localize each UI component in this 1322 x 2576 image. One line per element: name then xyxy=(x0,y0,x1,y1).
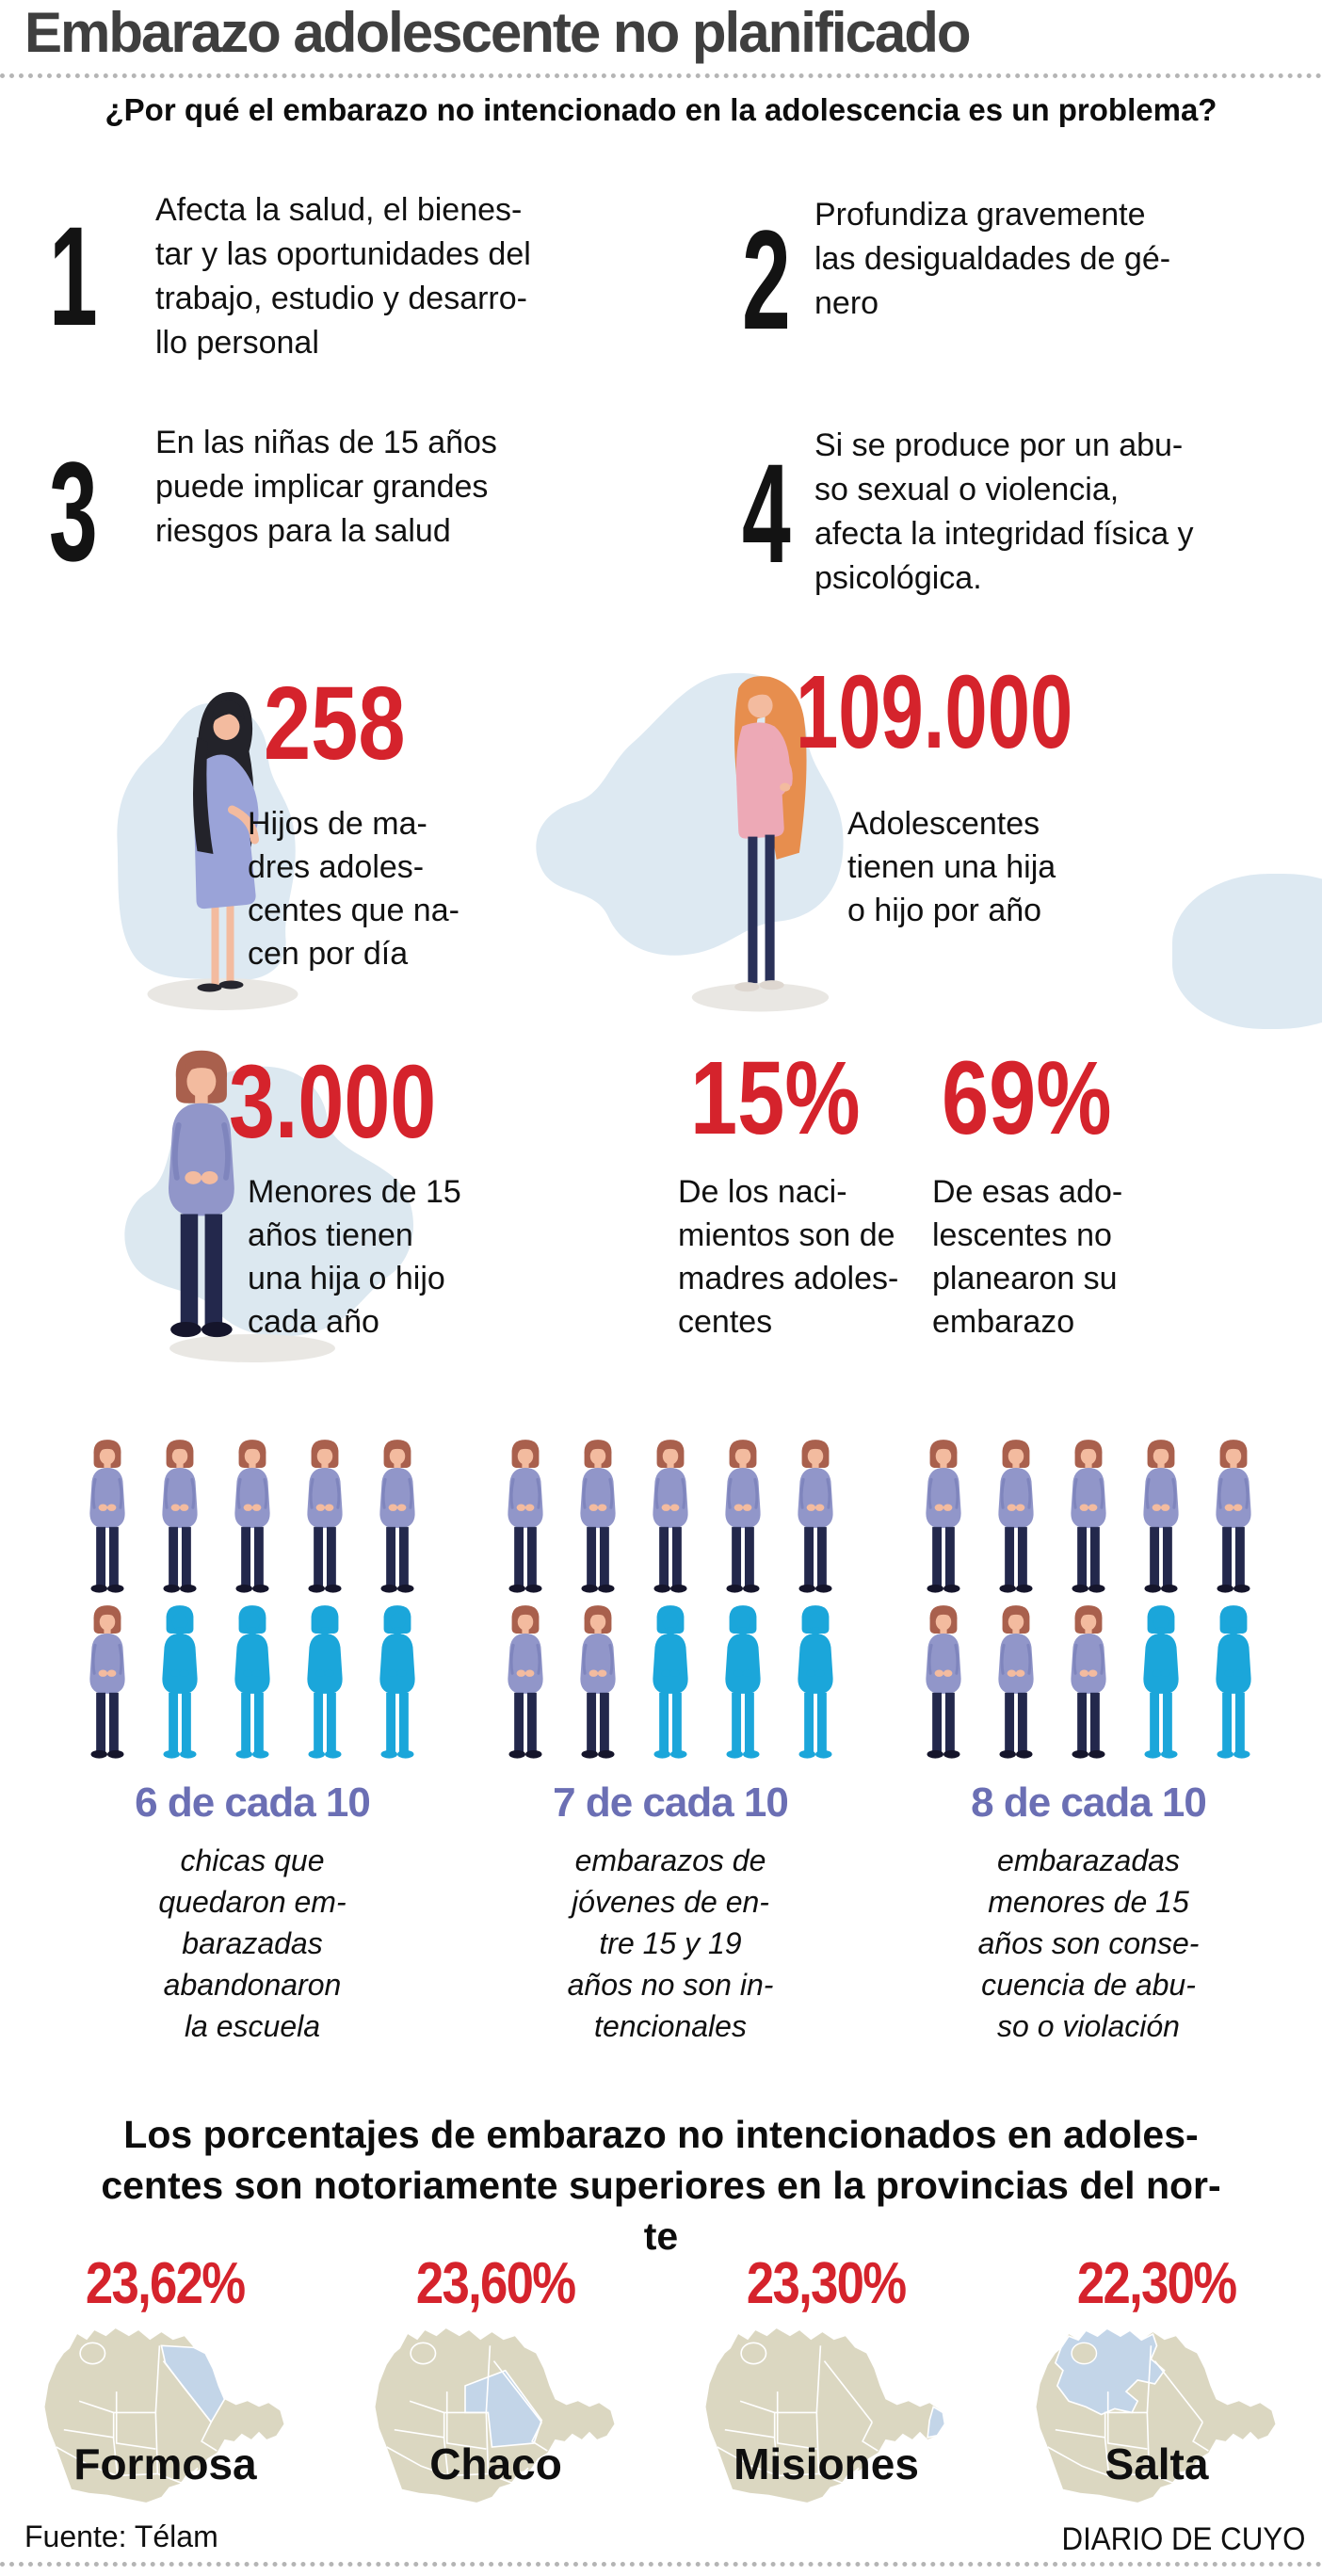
pictogram-group: 6 de cada 10 chicas que quedaron em- bar… xyxy=(66,1437,439,2047)
decorative-blob xyxy=(1172,874,1322,1029)
pregnant-woman-pictogram xyxy=(495,1602,556,1763)
reason-number: 2 xyxy=(742,201,791,359)
province-percentage: 22,30% xyxy=(1077,2251,1237,2316)
reason-text: En las niñas de 15 años puede implicar g… xyxy=(155,425,497,549)
pictogram-caption: embarazos de jóvenes de en- tre 15 y 19 … xyxy=(567,1843,774,2043)
pregnant-woman-pictogram xyxy=(913,1602,974,1763)
publisher-label: DIARIO DE CUYO xyxy=(1061,2521,1305,2557)
source-label: Fuente: Télam xyxy=(24,2520,218,2553)
map-salta xyxy=(1036,2327,1276,2503)
stat-caption: De esas ado- lescentes no planearon su e… xyxy=(932,1174,1123,1340)
pregnant-woman-silhouette xyxy=(1131,1602,1191,1763)
pregnant-woman-silhouette xyxy=(150,1602,210,1763)
pictogram-caption: chicas que quedaron em- barazadas abando… xyxy=(158,1843,347,2043)
pregnant-woman-long-dark-hair-illustration xyxy=(117,691,298,1010)
map-misiones xyxy=(705,2328,946,2503)
stat-value: 3.000 xyxy=(229,1044,437,1160)
pregnant-woman-silhouette xyxy=(295,1602,355,1763)
pregnant-woman-pictogram xyxy=(77,1602,137,1763)
pregnant-woman-pictogram xyxy=(568,1437,628,1597)
pregnant-woman-pictogram xyxy=(986,1602,1046,1763)
pregnant-woman-pictogram xyxy=(1058,1437,1119,1597)
stat-caption: De los naci- mientos son de madres adole… xyxy=(678,1174,899,1340)
pictogram-row xyxy=(495,1437,846,1597)
dotted-separator-top xyxy=(0,73,1322,78)
reason-text: Afecta la salud, el bienes- tar y las op… xyxy=(155,192,531,361)
pregnant-woman-pictogram xyxy=(222,1437,282,1597)
reason-text: Si se produce por un abu- so sexual o vi… xyxy=(814,427,1194,596)
stat-value: 258 xyxy=(264,666,406,781)
stat-value: 15% xyxy=(690,1040,861,1156)
stat-value: 69% xyxy=(942,1040,1112,1156)
pregnant-woman-silhouette xyxy=(640,1602,701,1763)
map-formosa xyxy=(44,2328,284,2503)
province-card: 23,30% Misiones xyxy=(661,2250,992,2508)
provinces-heading: Los porcentajes de embarazo no intencion… xyxy=(101,2113,1221,2258)
page-title: Embarazo adolescente no planificado xyxy=(24,1,972,64)
pictogram-row xyxy=(913,1437,1264,1597)
province-card: 23,60% Chaco xyxy=(330,2250,661,2508)
pregnant-woman-silhouette xyxy=(1203,1602,1264,1763)
pregnant-woman-pictogram xyxy=(713,1437,773,1597)
map-chaco xyxy=(375,2328,615,2503)
pregnant-woman-silhouette xyxy=(367,1602,427,1763)
stat-value: 109.000 xyxy=(796,654,1073,770)
reason-number: 3 xyxy=(49,432,98,590)
dotted-separator-bottom xyxy=(0,2562,1322,2567)
pregnant-woman-silhouette xyxy=(785,1602,846,1763)
pictogram-label: 7 de cada 10 xyxy=(553,1779,789,1826)
pregnant-woman-silhouette xyxy=(713,1602,773,1763)
pregnant-woman-pictogram xyxy=(77,1437,137,1597)
pregnant-woman-pictogram xyxy=(986,1437,1046,1597)
pregnant-woman-pictogram xyxy=(568,1602,628,1763)
pregnant-woman-short-hair-illustration xyxy=(124,1036,414,1362)
pregnant-woman-pictogram xyxy=(367,1437,427,1597)
pregnant-woman-pictogram xyxy=(1058,1602,1119,1763)
reason-number: 4 xyxy=(742,434,791,592)
stat-caption: Adolescentes tienen una hija o hijo por … xyxy=(847,806,1056,928)
pictogram-row xyxy=(913,1602,1264,1763)
province-percentage: 23,60% xyxy=(416,2251,576,2316)
pictogram-label: 6 de cada 10 xyxy=(135,1779,371,1826)
pictogram-row xyxy=(495,1602,846,1763)
pregnant-woman-pictogram xyxy=(495,1437,556,1597)
pregnant-woman-pictogram xyxy=(1203,1437,1264,1597)
pictogram-label: 8 de cada 10 xyxy=(971,1779,1207,1826)
province-name: Formosa xyxy=(73,2439,257,2488)
province-card: 22,30% Salta xyxy=(992,2250,1322,2508)
stat-caption: Hijos de ma- dres adoles- centes que na-… xyxy=(248,806,459,972)
pregnant-woman-orange-hair-illustration xyxy=(536,672,844,1012)
province-card: 23,62% Formosa xyxy=(0,2250,330,2508)
pregnant-woman-pictogram xyxy=(640,1437,701,1597)
pictogram-row xyxy=(77,1602,427,1763)
province-percentage: 23,62% xyxy=(86,2251,246,2316)
province-name: Chaco xyxy=(429,2439,562,2488)
question-heading: ¿Por qué el embarazo no intencionado en … xyxy=(105,92,1217,127)
province-percentage: 23,30% xyxy=(747,2251,907,2316)
stat-caption: Menores de 15 años tienen una hija o hij… xyxy=(248,1174,461,1340)
pictogram-group: 7 de cada 10 embarazos de jóvenes de en-… xyxy=(484,1437,857,2047)
province-name: Misiones xyxy=(734,2439,919,2488)
pictogram-caption: embarazadas menores de 15 años son conse… xyxy=(977,1843,1200,2043)
reason-text: Profundiza gravemente las desigualdades … xyxy=(814,197,1171,321)
pregnant-woman-silhouette xyxy=(222,1602,282,1763)
pregnant-woman-pictogram xyxy=(1131,1437,1191,1597)
pregnant-woman-pictogram xyxy=(295,1437,355,1597)
province-name: Salta xyxy=(1104,2439,1209,2488)
pregnant-woman-pictogram xyxy=(150,1437,210,1597)
pregnant-woman-pictogram xyxy=(913,1437,974,1597)
pregnant-woman-pictogram xyxy=(785,1437,846,1597)
pictogram-group: 8 de cada 10 embarazadas menores de 15 a… xyxy=(902,1437,1275,2047)
reason-number: 1 xyxy=(49,197,98,355)
pictogram-row xyxy=(77,1437,427,1597)
